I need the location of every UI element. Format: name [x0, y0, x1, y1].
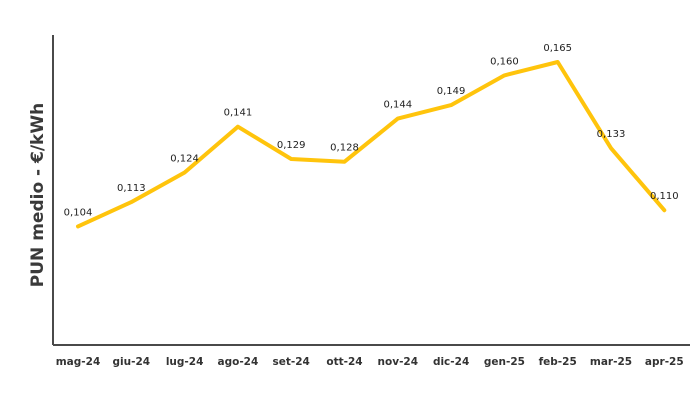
x-tick-label: nov-24: [378, 356, 419, 368]
x-tick-labels: mag-24 giu-24 lug-24 ago-24 set-24 ott-24 nov-…: [56, 356, 684, 368]
data-label: 0,124: [170, 153, 199, 164]
x-tick-label: giu-24: [113, 356, 151, 368]
data-label: 0,141: [224, 108, 253, 119]
data-label: 0,133: [597, 129, 626, 140]
series-line: [76, 60, 667, 229]
data-label: 0,149: [437, 86, 466, 97]
x-tick-label: apr-25: [645, 356, 684, 368]
x-tick-label: dic-24: [433, 356, 469, 368]
data-label: 0,110: [650, 191, 679, 202]
x-tick-label: gen-25: [484, 356, 525, 368]
data-label: 0,165: [543, 43, 572, 54]
data-label: 0,129: [277, 140, 306, 151]
x-tick-label: mag-24: [56, 356, 101, 368]
data-label: 0,160: [490, 56, 519, 67]
data-label: 0,104: [64, 207, 93, 218]
x-tick-label: feb-25: [539, 356, 577, 368]
data-label: 0,144: [383, 100, 412, 111]
x-tick-label: mar-25: [590, 356, 632, 368]
data-label: 0,113: [117, 183, 146, 194]
data-label: 0,128: [330, 143, 359, 154]
y-axis-title: PUN medio - €/kWh: [28, 103, 48, 287]
x-tick-label: lug-24: [166, 356, 204, 368]
x-tick-label: ott-24: [326, 356, 362, 368]
x-tick-label: ago-24: [218, 356, 259, 368]
data-labels: 0,104 0,113 0,124 0,141 0,129 0,128 0,144 0,149…: [64, 43, 679, 218]
x-tick-label: set-24: [273, 356, 310, 368]
